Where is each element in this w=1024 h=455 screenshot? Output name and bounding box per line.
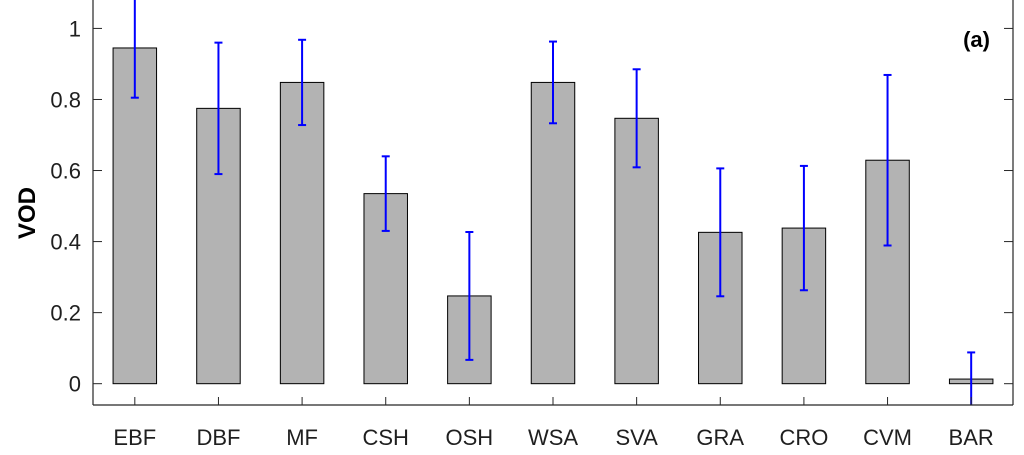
x-tick-label-ebf: EBF xyxy=(113,425,156,450)
panel-label: (a) xyxy=(963,27,990,52)
bar-cro xyxy=(781,227,827,385)
x-tick-label-wsa: WSA xyxy=(528,425,578,450)
error-bar-osh xyxy=(465,230,474,361)
error-bar-csh xyxy=(381,155,390,232)
error-bar-ebf xyxy=(130,0,139,99)
x-tick-label-gra: GRA xyxy=(696,425,744,450)
error-bar-bar xyxy=(967,351,976,405)
error-bar-dbf xyxy=(214,41,223,176)
x-tick-label-bar: BAR xyxy=(949,425,994,450)
error-bar-cro xyxy=(799,164,808,292)
error-bar-mf xyxy=(298,38,307,127)
x-tick-label-csh: CSH xyxy=(363,425,409,450)
error-bar-gra xyxy=(716,167,725,298)
y-tick-label: 0.6 xyxy=(50,159,81,184)
bar-mf xyxy=(279,81,325,385)
y-axis-label: VOD xyxy=(14,187,41,239)
error-bar-cvm xyxy=(883,73,892,247)
y-tick-label: 0 xyxy=(69,372,81,397)
error-bar-sva xyxy=(632,68,641,169)
y-tick-label: 1 xyxy=(69,16,81,41)
x-tick-label-sva: SVA xyxy=(615,425,658,450)
error-bars-group xyxy=(130,0,976,405)
bar-ebf xyxy=(112,47,158,385)
bar-wsa xyxy=(530,81,576,385)
error-bar-wsa xyxy=(549,40,557,125)
bars-group xyxy=(112,47,994,385)
y-tick-label: 0.8 xyxy=(50,87,81,112)
ticks-group: EBF DBF MF CSH OSH WSA SVA GRA CRO CVM BAR 0 0.2 0.4 0… xyxy=(50,16,1013,450)
x-tick-label-osh: OSH xyxy=(446,425,494,450)
x-tick-label-cro: CRO xyxy=(779,425,828,450)
x-tick-label-dbf: DBF xyxy=(196,425,240,450)
y-tick-label: 0.2 xyxy=(50,301,81,326)
x-tick-label-mf: MF xyxy=(286,425,318,450)
x-tick-label-cvm: CVM xyxy=(863,425,912,450)
y-tick-label: 0.4 xyxy=(50,230,81,255)
